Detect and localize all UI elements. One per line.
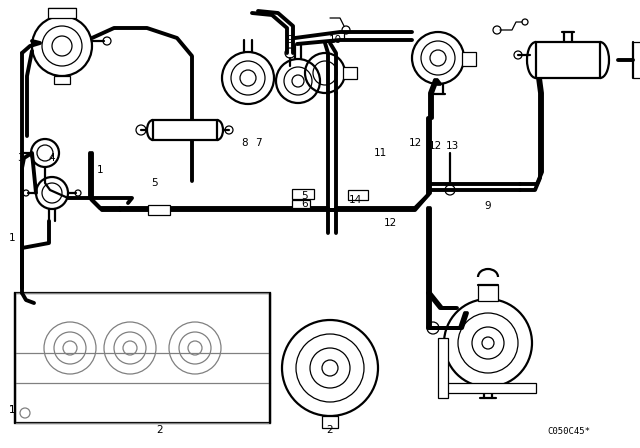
- Bar: [478, 285, 498, 301]
- Bar: [48, 8, 76, 18]
- Text: 1: 1: [9, 405, 15, 415]
- Text: 8: 8: [242, 138, 248, 148]
- Text: 12: 12: [408, 138, 422, 148]
- Text: 5: 5: [152, 178, 158, 188]
- Bar: [153, 120, 217, 140]
- Bar: [462, 52, 476, 66]
- Bar: [292, 200, 310, 208]
- Text: 10: 10: [328, 35, 342, 45]
- Text: 1: 1: [9, 405, 15, 415]
- Text: 7: 7: [255, 138, 261, 148]
- Text: C050C45*: C050C45*: [547, 427, 590, 436]
- Text: 1: 1: [9, 233, 15, 243]
- Text: 4: 4: [49, 153, 55, 163]
- Text: 2: 2: [157, 425, 163, 435]
- Bar: [440, 383, 536, 393]
- Text: 1: 1: [97, 165, 103, 175]
- Bar: [348, 190, 368, 200]
- Bar: [536, 42, 600, 78]
- Text: 9: 9: [287, 35, 293, 45]
- Bar: [343, 67, 357, 79]
- Bar: [54, 76, 70, 84]
- Bar: [148, 205, 170, 215]
- Bar: [292, 189, 314, 199]
- Bar: [15, 293, 270, 423]
- Bar: [15, 293, 270, 423]
- Text: 3: 3: [17, 153, 23, 163]
- Bar: [438, 338, 448, 398]
- Bar: [322, 416, 338, 428]
- Text: 9: 9: [484, 201, 492, 211]
- Text: 11: 11: [373, 148, 387, 158]
- Text: 2: 2: [326, 425, 333, 435]
- Text: 13: 13: [445, 141, 459, 151]
- Text: 5: 5: [301, 191, 308, 201]
- Text: 14: 14: [348, 195, 362, 205]
- Text: 12: 12: [428, 141, 442, 151]
- Text: 12: 12: [383, 218, 397, 228]
- Text: 6: 6: [301, 199, 308, 209]
